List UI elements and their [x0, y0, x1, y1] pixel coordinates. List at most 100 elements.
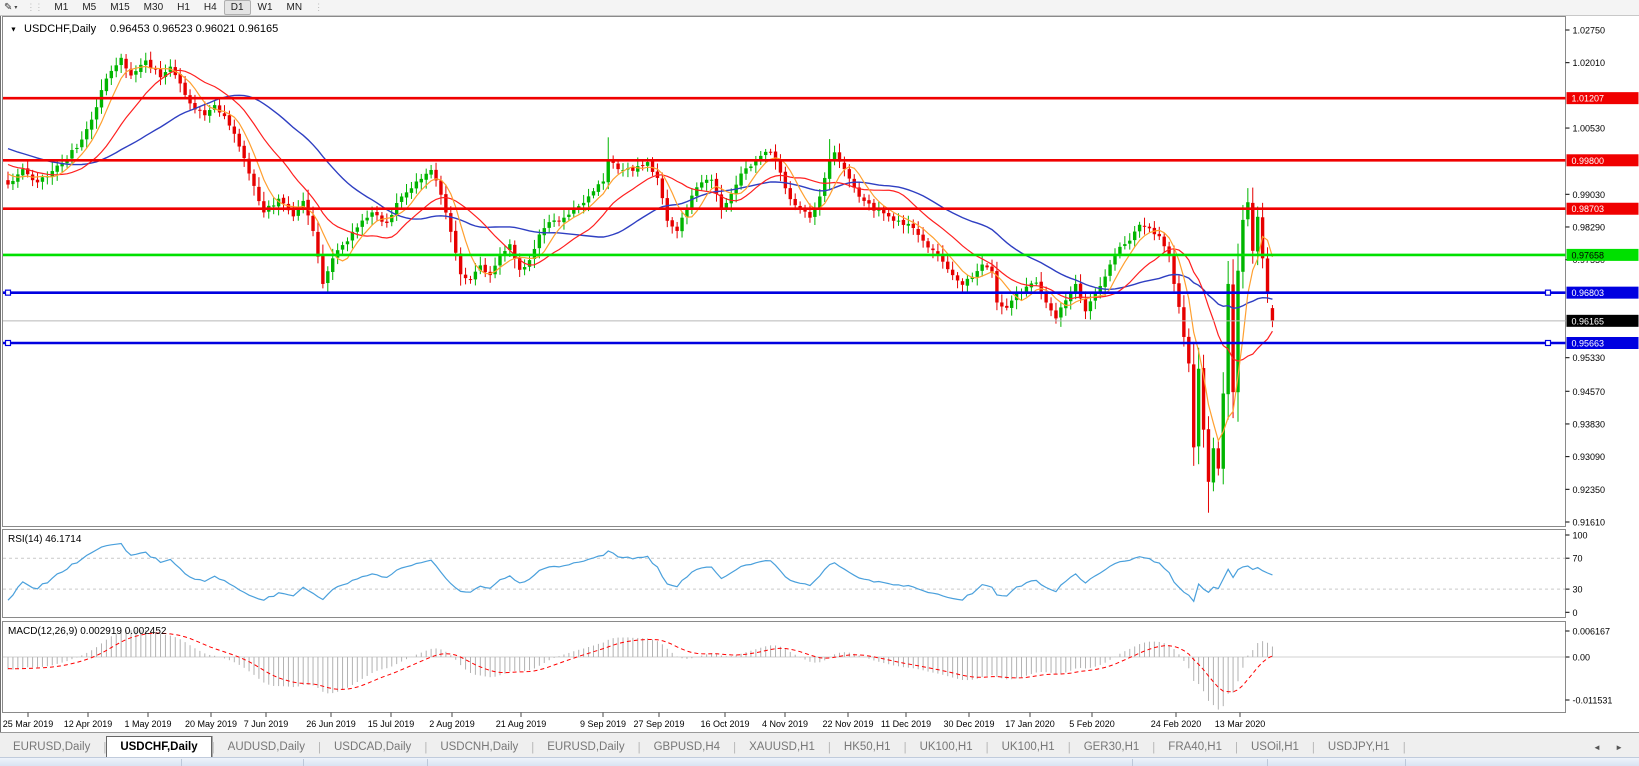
tab-xauusd-h1[interactable]: XAUUSD,H1	[749, 741, 815, 753]
candle-down	[1206, 429, 1211, 482]
date-axis[interactable]: 25 Mar 2019 12 Apr 2019 1 May 2019 20 May 2…	[3, 712, 1266, 730]
candle-up	[754, 160, 758, 166]
candle-down	[1187, 336, 1191, 364]
chart-area[interactable]: 1.027501.020101.005300.990300.982900.975…	[0, 16, 1639, 732]
candle-down	[203, 110, 207, 116]
axis-label-resistance-2-text: 0.99800	[1572, 156, 1605, 166]
candle-up	[537, 234, 542, 249]
rsi-line	[7, 542, 1273, 603]
candle-up	[331, 258, 335, 272]
pane-borders	[0, 16, 1566, 732]
support-blue-1-handle[interactable]	[4, 289, 12, 296]
candle-down	[463, 274, 468, 279]
tab-ger30-h1[interactable]: GER30,H1	[1083, 741, 1140, 753]
candle-up	[1034, 282, 1038, 284]
tab-separator: |	[985, 742, 989, 754]
tab-eurusd-daily[interactable]: EURUSD,Daily	[13, 741, 91, 753]
tab-hk50-h1[interactable]: HK50,H1	[843, 741, 891, 753]
tab-usoil-h1[interactable]: USOil,H1	[1250, 741, 1299, 753]
candle-down	[193, 102, 197, 110]
tab-uk100-h1[interactable]: UK100,H1	[1001, 741, 1055, 753]
status-separator	[1267, 759, 1268, 766]
candle-down	[631, 167, 635, 171]
candle-up	[1024, 286, 1029, 293]
candle-down	[960, 281, 965, 285]
tab-separator: |	[733, 742, 737, 754]
main-price-pane[interactable]	[3, 51, 1566, 513]
candle-up	[606, 159, 610, 183]
macd-signal-line	[7, 632, 1273, 693]
candle-down	[650, 161, 655, 172]
candle-down	[803, 208, 807, 212]
timeframe-button-d1[interactable]: D1	[223, 0, 251, 15]
tab-uk100-h1[interactable]: UK100,H1	[919, 741, 973, 753]
ma-fast-line	[7, 65, 1274, 443]
candle-down	[557, 220, 561, 222]
status-bar	[0, 757, 1639, 766]
tab-usdjpy-h1[interactable]: USDJPY,H1	[1327, 741, 1390, 753]
timeframe-button-m1[interactable]: M1	[54, 2, 69, 13]
macd-label: MACD(12,26,9) 0.002919 0.002452	[8, 626, 167, 637]
price-axis[interactable]: 1.027501.020101.005300.990300.982900.975…	[1565, 26, 1639, 706]
tab-usdchf-daily[interactable]: USDCHF,Daily	[106, 736, 212, 759]
candle-down	[1078, 283, 1083, 299]
timeframe-button-m5[interactable]: M5	[82, 2, 97, 13]
tab-usdcnh-daily[interactable]: USDCNH,Daily	[440, 741, 519, 753]
candle-down	[882, 208, 886, 214]
tab-usdcad-daily[interactable]: USDCAD,Daily	[333, 741, 412, 753]
timeframe-button-h1[interactable]: H1	[177, 2, 190, 13]
timeframe-button-w1[interactable]: W1	[257, 2, 273, 13]
candle-down	[222, 113, 227, 117]
candle-up	[827, 160, 832, 179]
candle-down	[1231, 284, 1235, 393]
candle-down	[660, 178, 665, 199]
candle-down	[1044, 293, 1048, 303]
timeframe-button-m30[interactable]: M30	[143, 2, 164, 13]
chart-draw-tool-icon[interactable]: ✎ ▾	[4, 2, 18, 13]
candle-up	[577, 206, 581, 209]
price-tick-label: 0.99030	[1573, 190, 1606, 200]
macd-pane[interactable]	[3, 629, 1566, 710]
tab-scroll-arrows-icon[interactable]: ◄ ►	[1592, 743, 1629, 752]
candle-down	[242, 145, 246, 159]
date-label: 17 Jan 2020	[1005, 719, 1055, 729]
candle-down	[886, 213, 891, 217]
candle-down	[941, 253, 945, 262]
rsi-pane[interactable]	[3, 542, 1566, 603]
date-label: 9 Sep 2019	[580, 719, 626, 729]
date-label: 15 Jul 2019	[368, 719, 415, 729]
support-blue-2-handle[interactable]	[4, 339, 12, 347]
timeframe-button-m15[interactable]: M15	[110, 2, 130, 13]
tab-gbpusd-h4[interactable]: GBPUSD,H4	[653, 741, 721, 753]
timeframe-button-mn[interactable]: MN	[286, 2, 303, 13]
price-tick-label: 0.92350	[1573, 485, 1606, 495]
candle-up	[596, 184, 601, 192]
tab-fra40-h1[interactable]: FRA40,H1	[1168, 741, 1222, 753]
date-label: 22 Nov 2019	[822, 719, 873, 729]
candle-down	[1162, 236, 1166, 247]
candlesticks[interactable]	[6, 51, 1275, 513]
candle-up	[1059, 307, 1063, 318]
candle-up	[301, 200, 305, 210]
status-separator	[303, 759, 304, 766]
candle-up	[965, 278, 970, 286]
support-blue-1-handle[interactable]	[1544, 289, 1552, 296]
symbol-dropdown-icon[interactable]: ▼	[10, 27, 17, 34]
support-blue-2-handle[interactable]	[1544, 339, 1552, 347]
candle-down	[1192, 364, 1196, 448]
candle-up	[1236, 270, 1240, 393]
tab-separator: |	[103, 742, 107, 754]
candle-up	[636, 166, 640, 172]
date-label: 4 Nov 2019	[762, 719, 808, 729]
candle-up	[409, 188, 414, 193]
candle-down	[262, 201, 266, 213]
candle-down	[1142, 225, 1147, 227]
axis-label-resistance-3-text: 0.98703	[1572, 204, 1605, 214]
candle-up	[690, 195, 694, 210]
tab-eurusd-daily[interactable]: EURUSD,Daily	[547, 741, 625, 753]
candle-down	[1054, 310, 1058, 319]
tab-audusd-daily[interactable]: AUDUSD,Daily	[227, 741, 305, 753]
price-tick-label: 0.98290	[1573, 222, 1606, 232]
timeframe-button-h4[interactable]: H4	[203, 2, 217, 13]
date-label: 27 Sep 2019	[633, 719, 684, 729]
